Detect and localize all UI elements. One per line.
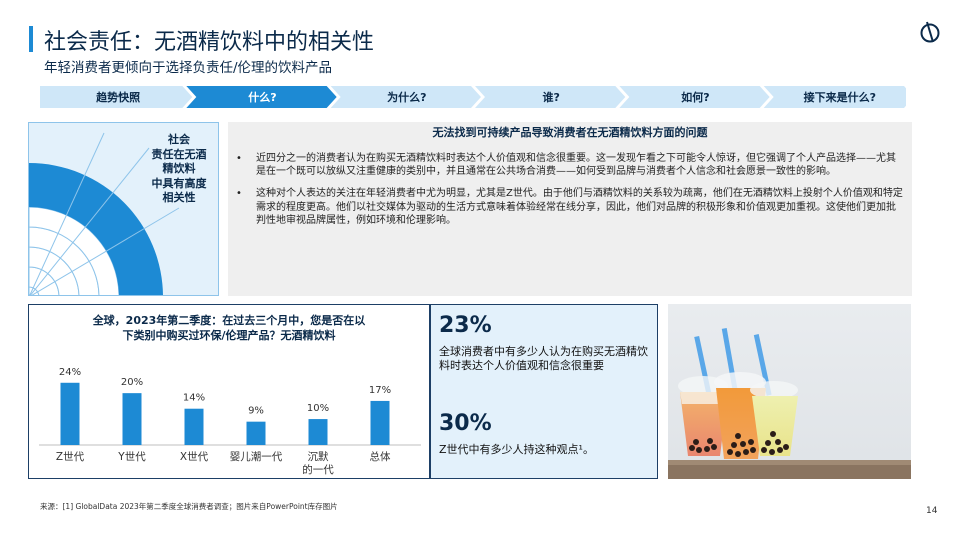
issue-heading: 无法找到可持续产品导致消费者在无酒精饮料方面的问题 <box>432 126 708 139</box>
category-label: Y世代 <box>117 451 146 463</box>
page-title: 社会责任：无酒精饮料中的相关性 <box>44 30 375 55</box>
issue-bullet: 这种对个人表达的关注在年轻消费者中尤为明显，尤其是Z世代。由于他们与酒精饮料的关… <box>236 187 904 227</box>
bubble-tea-photo <box>668 304 911 479</box>
gauge-divider <box>29 132 105 295</box>
step-navigation: 趋势快照 什么? 为什么? 谁? 如何? 接下来是什么? <box>40 86 906 108</box>
page-subtitle: 年轻消费者更倾向于选择负责任/伦理的饮料产品 <box>44 60 333 76</box>
step-chevron[interactable] <box>40 86 193 108</box>
title-accent-bar <box>29 26 33 52</box>
gauge-band-5 <box>29 206 120 295</box>
source-note: 来源：[1] GlobalData 2023年第二季度全球消费者调查；图片来自P… <box>40 502 338 511</box>
step-label[interactable]: 什么? <box>248 91 277 104</box>
category-label: 总体 <box>370 450 391 463</box>
category-label: 的一代 <box>302 463 334 476</box>
bar <box>184 408 204 445</box>
issue-panel: 无法找到可持续产品导致消费者在无酒精饮料方面的问题 近四分之一的消费者认为在购买… <box>228 122 912 296</box>
step-label[interactable]: 为什么? <box>387 91 427 104</box>
relevance-gauge-graphic <box>29 132 180 295</box>
step-chevron[interactable] <box>763 86 906 108</box>
category-label: 沉默 <box>308 450 329 463</box>
bar <box>122 393 142 445</box>
category-label: Z世代 <box>56 451 85 463</box>
stat-value-secondary: 30% <box>439 411 492 436</box>
bar-value-label: 17% <box>369 385 391 396</box>
bar-value-label: 14% <box>183 393 205 404</box>
stat-description-primary: 全球消费者中有多少人认为在购买无酒精饮料时表达个人价值观和信念很重要 <box>439 345 648 372</box>
gauge-band-active <box>29 163 163 295</box>
bar-value-label: 9% <box>248 406 264 417</box>
step-chevron[interactable] <box>186 86 337 108</box>
step-label[interactable]: 趋势快照 <box>96 91 141 104</box>
step-label[interactable]: 谁? <box>542 91 560 104</box>
category-label: X世代 <box>180 451 209 463</box>
step-label[interactable]: 如何? <box>681 91 710 104</box>
step-chevron[interactable] <box>475 86 626 108</box>
page-number: 14 <box>926 506 938 516</box>
chart-title: 全球，2023年第二季度：在过去三个月中，您是否在以下类别中购买过环保/伦理产品… <box>92 314 366 342</box>
survey-chart-panel: 全球，2023年第二季度：在过去三个月中，您是否在以下类别中购买过环保/伦理产品… <box>28 304 430 479</box>
step-label[interactable]: 接下来是什么? <box>803 91 877 104</box>
step-chevron[interactable] <box>330 86 481 108</box>
bar <box>308 419 328 445</box>
step-chevron[interactable] <box>619 86 770 108</box>
gauge-divider <box>31 207 180 295</box>
bar-value-label: 10% <box>307 403 329 414</box>
bar-value-label: 24% <box>59 367 81 378</box>
stat-value-primary: 23% <box>439 313 492 338</box>
stats-panel: 23% 全球消费者中有多少人认为在购买无酒精饮料时表达个人价值观和信念很重要 3… <box>430 304 658 479</box>
bar <box>60 382 80 445</box>
bar <box>246 421 266 445</box>
globaldata-logo-icon <box>920 21 940 43</box>
relevance-panel: 社会 责任在无酒 精饮料 中具有高度 相关性 <box>28 122 219 296</box>
issue-bullet: 近四分之一的消费者认为在购买无酒精饮料时表达个人价值观和信念很重要。这一发现乍看… <box>236 152 904 178</box>
stat-description-secondary: Z世代中有多少人持这种观点¹。 <box>439 443 594 456</box>
gauge-divider <box>29 147 150 295</box>
category-label: 婴儿潮一代 <box>230 450 283 463</box>
bar-value-label: 20% <box>121 377 143 388</box>
bar <box>370 400 390 445</box>
issue-bullet-list: 近四分之一的消费者认为在购买无酒精饮料时表达个人价值观和信念很重要。这一发现乍看… <box>236 152 904 236</box>
relevance-label: 社会 责任在无酒 精饮料 中具有高度 相关性 <box>151 133 207 204</box>
